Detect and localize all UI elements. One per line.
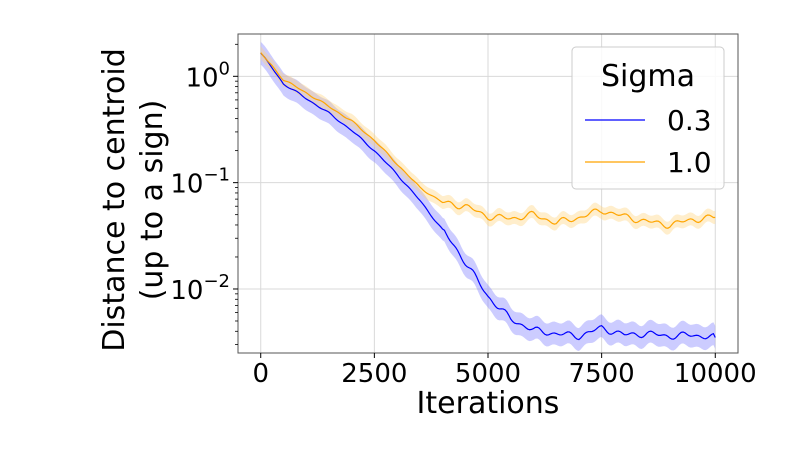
legend: Sigma 0.3 1.0: [571, 46, 725, 190]
x-axis-ticks: 0 2500 5000 7500 10000: [252, 353, 757, 389]
legend-label-series-1: 1.0: [667, 146, 712, 179]
confidence-bands: [260, 41, 716, 351]
x-axis-label: Iterations: [417, 386, 560, 421]
y-tick-label: 10−2: [170, 271, 230, 306]
y-axis-label-line-1: Distance to centroid: [97, 48, 132, 352]
series-line-0: [260, 52, 716, 341]
x-tick-label: 7500: [569, 359, 635, 389]
series-lines: [260, 52, 716, 341]
x-tick-label: 2500: [341, 359, 407, 389]
legend-box: [571, 46, 725, 190]
legend-title: Sigma: [601, 59, 695, 94]
legend-label-series-0: 0.3: [667, 104, 712, 137]
y-tick-label: 10−1: [170, 165, 230, 200]
x-tick-label: 10000: [674, 359, 757, 389]
y-axis-ticks: 100 10−1 10−2: [170, 43, 238, 345]
y-axis-label-line-2: (up to a sign): [135, 100, 170, 301]
x-tick-label: 0: [252, 359, 269, 389]
x-tick-label: 5000: [455, 359, 521, 389]
series-line-1: [260, 52, 716, 229]
confidence-band-series-0: [260, 41, 716, 351]
y-tick-label: 100: [185, 58, 230, 93]
